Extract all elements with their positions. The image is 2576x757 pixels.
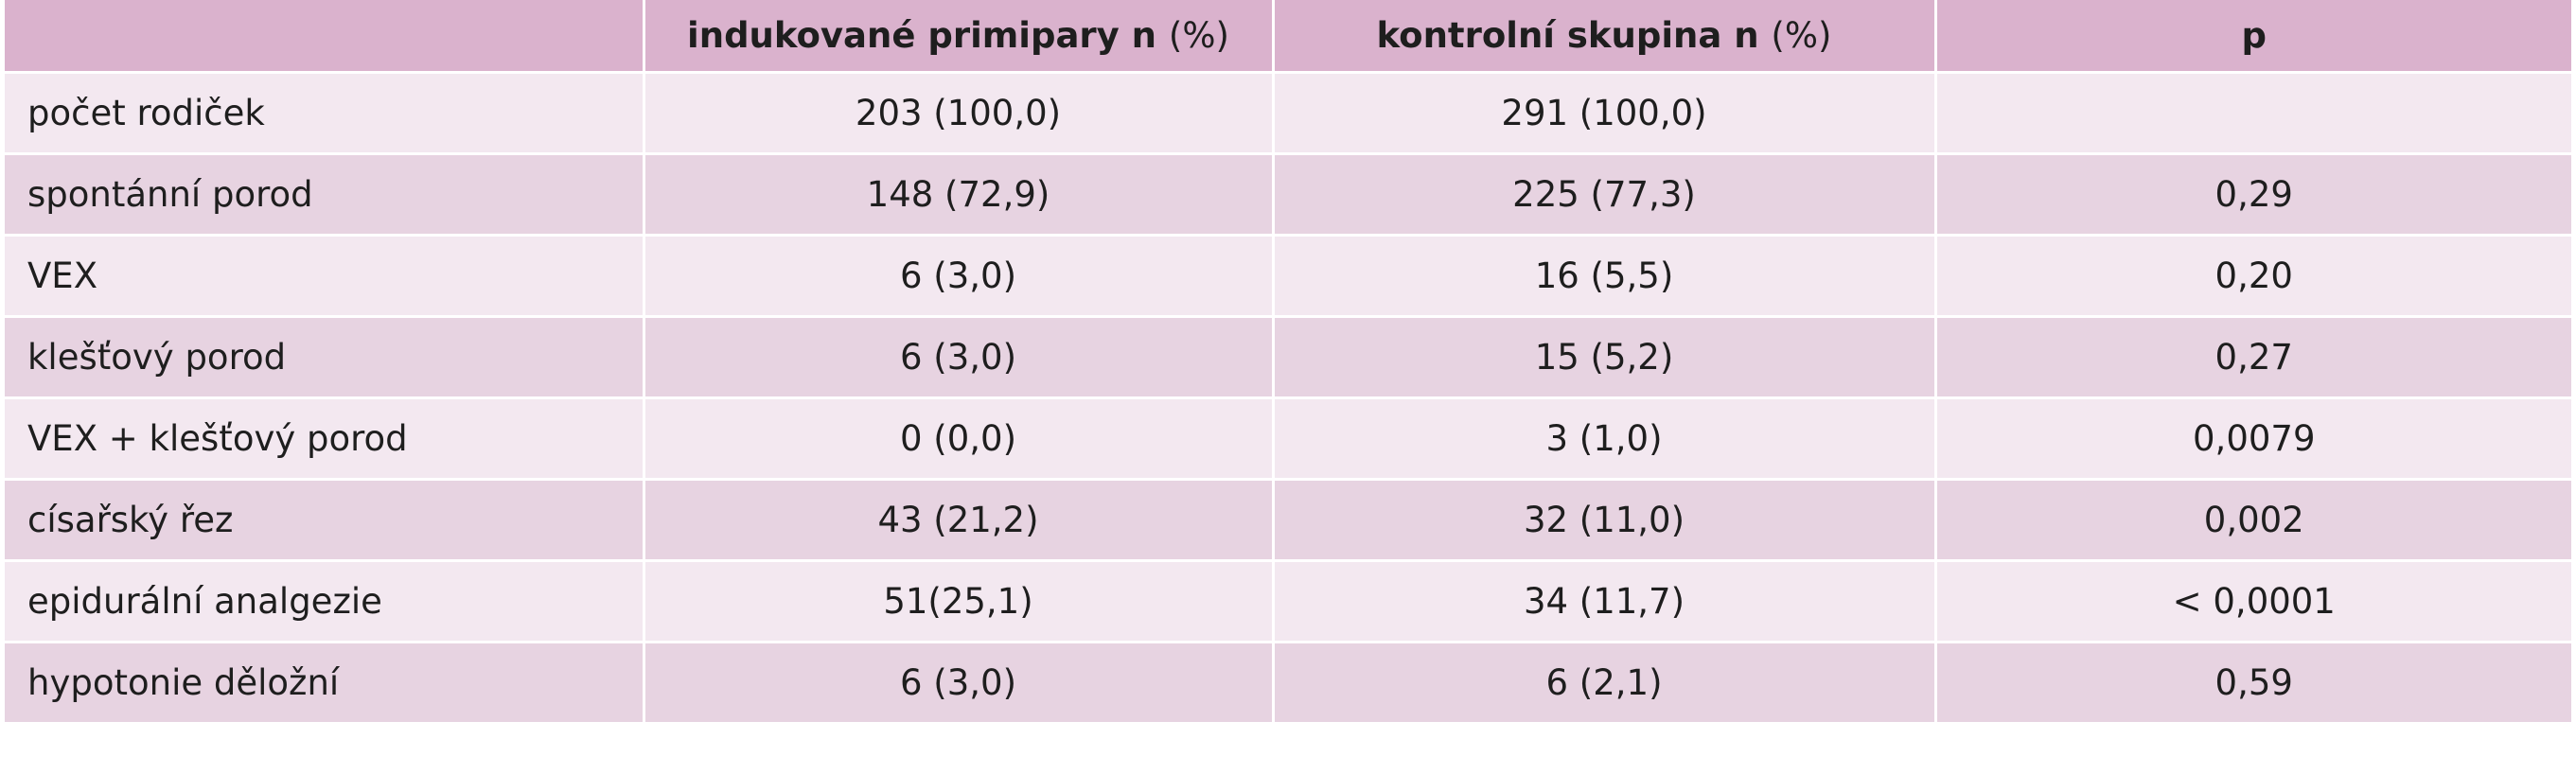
row-control: 291 (100,0) [1273, 72, 1937, 155]
row-p: 0,59 [1935, 642, 2571, 725]
row-induced: 203 (100,0) [644, 72, 1275, 155]
row-induced: 148 (72,9) [644, 153, 1275, 237]
row-label: epidurální analgezie [5, 560, 645, 643]
row-induced: 0 (0,0) [644, 397, 1275, 481]
row-label: spontánní porod [5, 153, 645, 237]
results-table: indukované primipary n (%) kontrolní sku… [5, 0, 2571, 725]
row-p: 0,27 [1935, 316, 2571, 399]
row-label: hypotonie děložní [5, 642, 645, 725]
row-p: 0,0079 [1935, 397, 2571, 481]
table-row: císařský řez 43 (21,2) 32 (11,0) 0,002 [5, 479, 2571, 562]
row-p: 0,002 [1935, 479, 2571, 562]
row-label: VEX [5, 235, 645, 318]
table-row: epidurální analgezie 51(25,1) 34 (11,7) … [5, 560, 2571, 643]
header-induced: indukované primipary n (%) [644, 0, 1275, 74]
table-row: hypotonie děložní 6 (3,0) 6 (2,1) 0,59 [5, 642, 2571, 725]
table-header-row: indukované primipary n (%) kontrolní sku… [5, 0, 2571, 74]
row-control: 32 (11,0) [1273, 479, 1937, 562]
header-empty [5, 0, 645, 74]
header-control: kontrolní skupina n (%) [1273, 0, 1937, 74]
results-table-container: indukované primipary n (%) kontrolní sku… [5, 0, 2571, 725]
table-row: VEX + klešťový porod 0 (0,0) 3 (1,0) 0,0… [5, 397, 2571, 481]
row-p: 0,20 [1935, 235, 2571, 318]
row-induced: 6 (3,0) [644, 642, 1275, 725]
row-control: 15 (5,2) [1273, 316, 1937, 399]
row-label: císařský řez [5, 479, 645, 562]
table-row: klešťový porod 6 (3,0) 15 (5,2) 0,27 [5, 316, 2571, 399]
header-induced-pct: (%) [1168, 14, 1229, 56]
row-control: 6 (2,1) [1273, 642, 1937, 725]
row-induced: 51(25,1) [644, 560, 1275, 643]
row-label: VEX + klešťový porod [5, 397, 645, 481]
header-induced-label: indukované primipary n [687, 14, 1157, 56]
header-control-pct: (%) [1771, 14, 1832, 56]
row-label: počet rodiček [5, 72, 645, 155]
header-control-label: kontrolní skupina n [1376, 14, 1759, 56]
row-control: 34 (11,7) [1273, 560, 1937, 643]
row-induced: 6 (3,0) [644, 316, 1275, 399]
header-p: p [1935, 0, 2571, 74]
row-label: klešťový porod [5, 316, 645, 399]
row-induced: 6 (3,0) [644, 235, 1275, 318]
row-control: 225 (77,3) [1273, 153, 1937, 237]
row-induced: 43 (21,2) [644, 479, 1275, 562]
row-p: 0,29 [1935, 153, 2571, 237]
row-control: 16 (5,5) [1273, 235, 1937, 318]
row-control: 3 (1,0) [1273, 397, 1937, 481]
table-row: spontánní porod 148 (72,9) 225 (77,3) 0,… [5, 153, 2571, 237]
row-p: < 0,0001 [1935, 560, 2571, 643]
row-p [1935, 72, 2571, 155]
table-row: počet rodiček 203 (100,0) 291 (100,0) [5, 72, 2571, 155]
table-row: VEX 6 (3,0) 16 (5,5) 0,20 [5, 235, 2571, 318]
